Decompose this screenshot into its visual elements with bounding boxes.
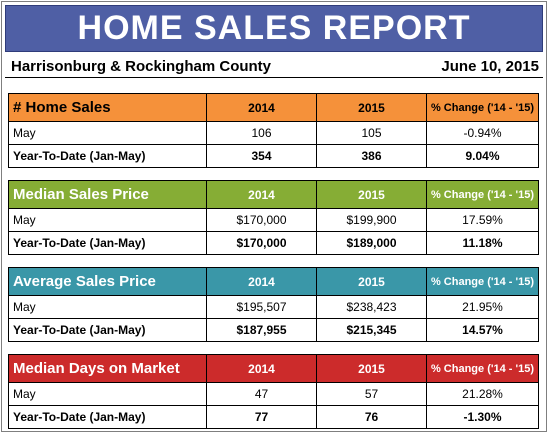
value-2014: $170,000 (206, 231, 317, 255)
table-header-row: Median Days on Market 2014 2015 % Change… (8, 354, 539, 383)
column-header-2014: 2014 (206, 267, 317, 296)
column-header-2014: 2014 (206, 180, 317, 209)
value-2014: 354 (206, 144, 317, 168)
value-2014: 47 (206, 382, 317, 406)
value-2015: 105 (316, 121, 427, 145)
value-change: 9.04% (426, 144, 539, 168)
column-header-change: % Change ('14 - '15) (426, 180, 539, 209)
row-label: Year-To-Date (Jan-May) (8, 405, 207, 429)
median-sales-price-table: Median Sales Price 2014 2015 % Change ('… (8, 180, 539, 255)
value-2014: $195,507 (206, 295, 317, 319)
table-header-row: Average Sales Price 2014 2015 % Change (… (8, 267, 539, 296)
value-2015: 76 (316, 405, 427, 429)
value-2015: $199,900 (316, 208, 427, 232)
value-change: 21.28% (426, 382, 539, 406)
value-change: 21.95% (426, 295, 539, 319)
row-label: Year-To-Date (Jan-May) (8, 144, 207, 168)
column-header-change: % Change ('14 - '15) (426, 267, 539, 296)
row-label: May (8, 382, 207, 406)
column-header-2015: 2015 (316, 354, 427, 383)
row-label: Year-To-Date (Jan-May) (8, 318, 207, 342)
table-row: May $195,507 $238,423 21.95% (8, 295, 539, 319)
section-title: Average Sales Price (8, 267, 207, 296)
home-sales-table: # Home Sales 2014 2015 % Change ('14 - '… (8, 93, 539, 168)
value-2015: 386 (316, 144, 427, 168)
column-header-2014: 2014 (206, 93, 317, 122)
value-change: -0.94% (426, 121, 539, 145)
value-2015: $238,423 (316, 295, 427, 319)
section-title: # Home Sales (8, 93, 207, 122)
row-label: May (8, 295, 207, 319)
table-row: May 106 105 -0.94% (8, 121, 539, 145)
median-days-on-market-table: Median Days on Market 2014 2015 % Change… (8, 354, 539, 429)
row-label: May (8, 121, 207, 145)
average-sales-price-table: Average Sales Price 2014 2015 % Change (… (8, 267, 539, 342)
table-row: May $170,000 $199,900 17.59% (8, 208, 539, 232)
table-row: Year-To-Date (Jan-May) $170,000 $189,000… (8, 231, 539, 255)
region-label: Harrisonburg & Rockingham County (11, 58, 272, 75)
column-header-2015: 2015 (316, 93, 427, 122)
value-2014: 77 (206, 405, 317, 429)
section-title: Median Sales Price (8, 180, 207, 209)
value-change: 17.59% (426, 208, 539, 232)
value-2015: $215,345 (316, 318, 427, 342)
value-2015: $189,000 (316, 231, 427, 255)
report-date: June 10, 2015 (441, 58, 539, 75)
column-header-2015: 2015 (316, 267, 427, 296)
table-header-row: Median Sales Price 2014 2015 % Change ('… (8, 180, 539, 209)
column-header-change: % Change ('14 - '15) (426, 93, 539, 122)
column-header-change: % Change ('14 - '15) (426, 354, 539, 383)
table-row: Year-To-Date (Jan-May) $187,955 $215,345… (8, 318, 539, 342)
table-header-row: # Home Sales 2014 2015 % Change ('14 - '… (8, 93, 539, 122)
section-title: Median Days on Market (8, 354, 207, 383)
table-row: May 47 57 21.28% (8, 382, 539, 406)
column-header-2015: 2015 (316, 180, 427, 209)
value-change: -1.30% (426, 405, 539, 429)
value-2014: $187,955 (206, 318, 317, 342)
value-2014: $170,000 (206, 208, 317, 232)
value-2014: 106 (206, 121, 317, 145)
row-label: May (8, 208, 207, 232)
table-row: Year-To-Date (Jan-May) 354 386 9.04% (8, 144, 539, 168)
table-row: Year-To-Date (Jan-May) 77 76 -1.30% (8, 405, 539, 429)
row-label: Year-To-Date (Jan-May) (8, 231, 207, 255)
value-change: 14.57% (426, 318, 539, 342)
report-subheader: Harrisonburg & Rockingham County June 10… (5, 52, 543, 78)
value-change: 11.18% (426, 231, 539, 255)
value-2015: 57 (316, 382, 427, 406)
report-title: HOME SALES REPORT (5, 5, 543, 52)
column-header-2014: 2014 (206, 354, 317, 383)
